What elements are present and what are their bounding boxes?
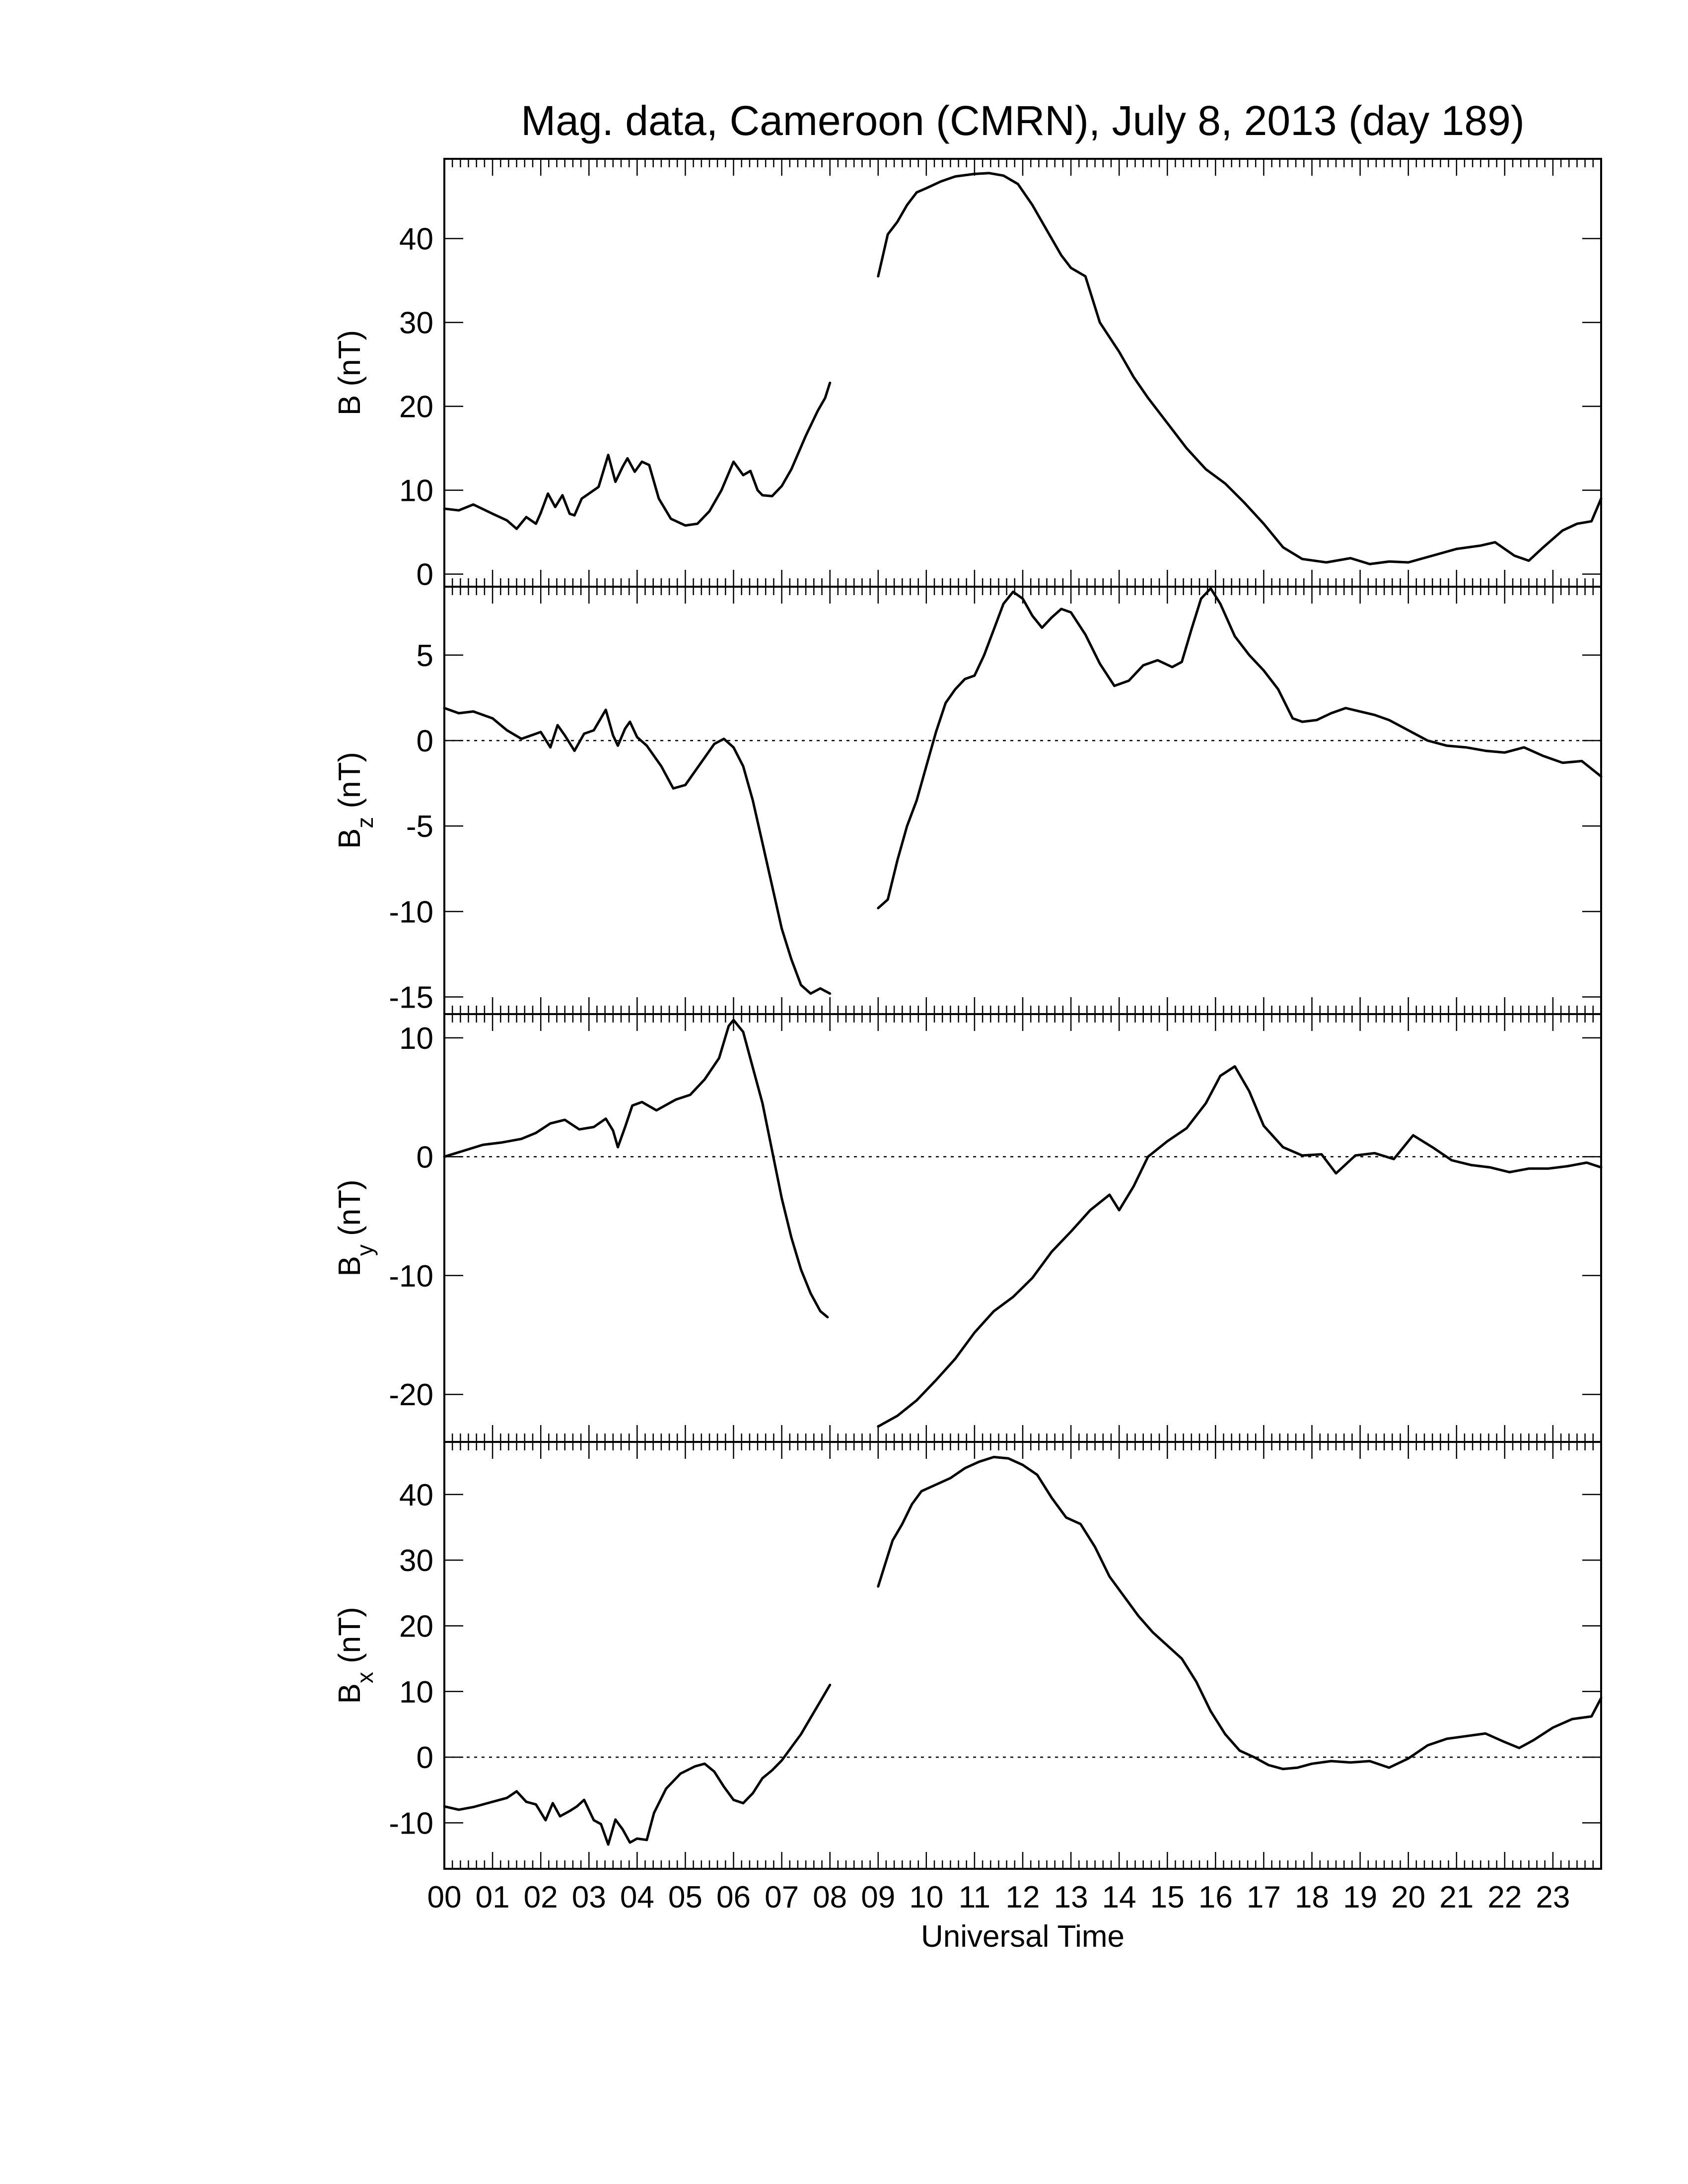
x-ticks: [443, 159, 1602, 587]
x-tick-labels: 00 01 02 03 04 05 06 07 08 09 10 11 12 13 14 15 16 17 18 19…: [427, 1880, 1570, 1914]
y-tick-label: -10: [389, 895, 433, 929]
x-tick-label: 19: [1343, 1880, 1377, 1914]
x-tick-label: 13: [1054, 1880, 1088, 1914]
y-tick-label: -5: [406, 810, 433, 844]
series-line-segment: [877, 1455, 1603, 1771]
panels-group: 0 10 20 30 40 B (nT) 5 0 -5 -10 -15 Bz (nT) 10 0 -10 -2…: [333, 158, 1603, 1870]
panel-frame: [443, 586, 1602, 1015]
y-axis-title-unit: (nT): [333, 1607, 367, 1672]
x-tick-label: 14: [1102, 1880, 1136, 1914]
y-tick-label: 0: [417, 724, 433, 758]
panel-2: 5 0 -5 -10 -15 Bz (nT): [333, 586, 1603, 1015]
x-tick-label: 16: [1198, 1880, 1233, 1914]
x-tick-label: 01: [476, 1880, 510, 1914]
y-tick-label: 0: [417, 1741, 433, 1775]
y-tick-label: -10: [389, 1806, 433, 1841]
y-tick-label: 10: [399, 474, 433, 508]
x-tick-label: 12: [1006, 1880, 1040, 1914]
chart-title: Mag. data, Cameroon (CMRN), July 8, 2013…: [521, 97, 1525, 144]
panel-1: 0 10 20 30 40 B (nT): [333, 158, 1603, 592]
x-tick-label: 20: [1391, 1880, 1425, 1914]
series-line-segment: [443, 381, 832, 530]
x-tick-label: 05: [668, 1880, 703, 1914]
y-axis-title-subscript: z: [352, 817, 378, 828]
y-tick-label: -10: [389, 1259, 433, 1294]
series-line-segment: [877, 1065, 1603, 1428]
y-tick-label: -15: [389, 981, 433, 1015]
panel-frame: [443, 1013, 1602, 1443]
y-axis-title: Bx (nT): [333, 1607, 378, 1704]
y-axis-title-main: B: [333, 828, 367, 849]
y-tick-label: 30: [399, 1544, 433, 1578]
y-axis-title-main: B: [333, 395, 367, 415]
y-tick-label: 30: [399, 306, 433, 341]
series-line-segment: [443, 1684, 832, 1846]
x-tick-label: 21: [1439, 1880, 1474, 1914]
x-tick-label: 11: [959, 1880, 990, 1914]
y-axis-title-unit: (nT): [333, 330, 367, 395]
x-tick-label: 22: [1487, 1880, 1522, 1914]
y-tick-label: 0: [417, 558, 433, 592]
x-tick-label: 15: [1150, 1880, 1185, 1914]
y-tick-label: -20: [389, 1378, 433, 1412]
x-tick-label: 04: [620, 1880, 654, 1914]
y-axis-title-subscript: y: [352, 1244, 378, 1256]
x-tick-label: 00: [427, 1880, 462, 1914]
y-tick-label: 5: [417, 639, 433, 673]
x-tick-label: 18: [1295, 1880, 1329, 1914]
y-axis-title-main: B: [333, 1683, 367, 1704]
panel-4: 40 30 20 10 0 -10 Bx (nT): [333, 1441, 1603, 1870]
x-tick-label: 08: [813, 1880, 847, 1914]
panel-frame: [443, 158, 1602, 588]
y-tick-label: 0: [417, 1140, 433, 1174]
x-tick-label: 17: [1247, 1880, 1281, 1914]
x-tick-label: 07: [765, 1880, 799, 1914]
x-ticks: [443, 587, 1602, 1014]
y-tick-label: 40: [399, 222, 433, 257]
x-tick-label: 23: [1536, 1880, 1570, 1914]
y-tick-label: 10: [399, 1022, 433, 1056]
y-axis-title: B (nT): [333, 330, 367, 415]
y-axis-title-unit: (nT): [333, 752, 367, 817]
y-axis-title-subscript: x: [352, 1672, 378, 1683]
x-tick-label: 03: [572, 1880, 606, 1914]
y-tick-label: 40: [399, 1478, 433, 1512]
x-ticks: [443, 1442, 1602, 1869]
x-tick-label: 09: [861, 1880, 895, 1914]
panel-frame: [443, 1441, 1602, 1870]
x-tick-label: 10: [909, 1880, 943, 1914]
x-tick-label: 06: [716, 1880, 751, 1914]
y-axis-title-unit: (nT): [333, 1179, 367, 1244]
x-ticks: [443, 1014, 1602, 1442]
y-axis-title-main: B: [333, 1256, 367, 1276]
y-tick-label: 10: [399, 1675, 433, 1709]
y-tick-label: 20: [399, 390, 433, 424]
panel-3: 10 0 -10 -20 By (nT): [333, 1013, 1603, 1443]
series-line-segment: [443, 1019, 829, 1319]
series-line-segment: [443, 707, 832, 995]
x-tick-label: 02: [524, 1880, 558, 1914]
series-line-segment: [877, 172, 1603, 565]
x-axis-title: Universal Time: [921, 1919, 1125, 1954]
y-axis-title: By (nT): [333, 1179, 378, 1276]
series-line-segment: [877, 587, 1603, 909]
y-axis-title: Bz (nT): [333, 752, 378, 849]
y-tick-label: 20: [399, 1609, 433, 1643]
